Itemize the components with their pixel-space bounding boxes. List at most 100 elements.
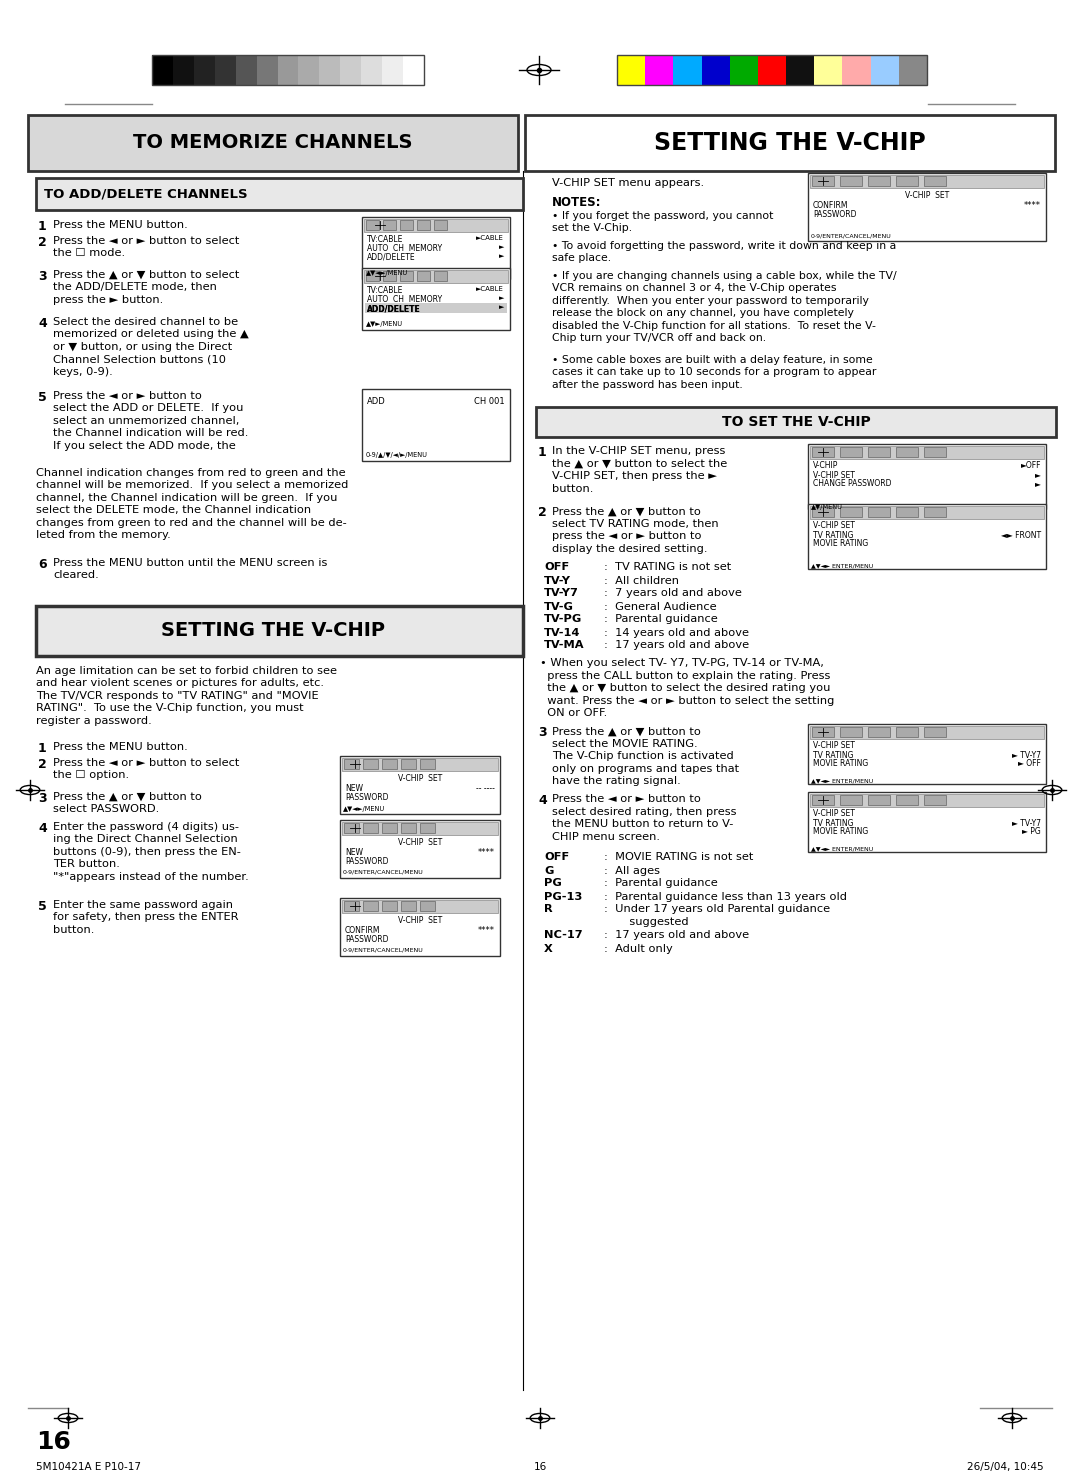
- Bar: [840, 176, 862, 186]
- Text: :  7 years old and above: : 7 years old and above: [604, 588, 742, 599]
- Bar: [812, 507, 834, 516]
- Text: 2: 2: [538, 507, 546, 519]
- Bar: [417, 220, 430, 231]
- Text: Press the MENU button.: Press the MENU button.: [53, 220, 188, 231]
- Bar: [382, 55, 403, 86]
- Text: • If you are changing channels using a cable box, while the TV/
VCR remains on c: • If you are changing channels using a c…: [552, 270, 896, 343]
- Bar: [924, 727, 946, 736]
- Bar: [28, 115, 518, 171]
- Bar: [896, 176, 918, 186]
- Text: MOVIE RATING: MOVIE RATING: [813, 760, 868, 769]
- Bar: [896, 727, 918, 736]
- Text: 3: 3: [38, 792, 46, 806]
- Text: • When you select TV- Y7, TV-PG, TV-14 or TV-MA,
  press the CALL button to expl: • When you select TV- Y7, TV-PG, TV-14 o…: [540, 659, 835, 718]
- Text: TV RATING: TV RATING: [813, 751, 853, 760]
- Bar: [842, 55, 870, 86]
- Bar: [814, 55, 842, 86]
- Bar: [401, 823, 416, 834]
- Text: 0-9/▲/▼/◄/►/MENU: 0-9/▲/▼/◄/►/MENU: [366, 452, 428, 458]
- Bar: [434, 220, 447, 231]
- Text: G: G: [544, 866, 553, 875]
- Text: ▲▼◄► ENTER/MENU: ▲▼◄► ENTER/MENU: [811, 563, 874, 569]
- Bar: [810, 794, 1044, 807]
- Bar: [812, 727, 834, 736]
- Text: V-CHIP SET: V-CHIP SET: [813, 810, 855, 819]
- Text: PG: PG: [544, 878, 562, 888]
- Text: Press the MENU button.: Press the MENU button.: [53, 742, 188, 752]
- Text: PASSWORD: PASSWORD: [345, 857, 389, 866]
- Bar: [361, 55, 382, 86]
- Bar: [525, 115, 1055, 171]
- Bar: [868, 727, 890, 736]
- Bar: [383, 220, 396, 231]
- Text: ►: ►: [499, 253, 504, 259]
- Text: TV:CABLE: TV:CABLE: [367, 287, 403, 296]
- Text: Press the ▲ or ▼ button to select
the ADD/DELETE mode, then
press the ► button.: Press the ▲ or ▼ button to select the AD…: [53, 270, 240, 304]
- Bar: [896, 446, 918, 457]
- Text: TO MEMORIZE CHANNELS: TO MEMORIZE CHANNELS: [133, 133, 413, 152]
- Text: ►: ►: [499, 304, 504, 310]
- Bar: [702, 55, 730, 86]
- Text: ► OFF: ► OFF: [1018, 760, 1041, 769]
- Text: X: X: [544, 943, 553, 953]
- Bar: [365, 303, 507, 313]
- Text: -- ----: -- ----: [476, 783, 495, 794]
- Text: ****: ****: [1024, 201, 1041, 210]
- Bar: [812, 446, 834, 457]
- Text: Enter the same password again
for safety, then press the ENTER
button.: Enter the same password again for safety…: [53, 900, 239, 934]
- Text: V-CHIP SET: V-CHIP SET: [813, 522, 855, 531]
- Text: CH 001: CH 001: [474, 398, 505, 406]
- Bar: [152, 55, 173, 86]
- Text: V-CHIP  SET: V-CHIP SET: [397, 774, 442, 783]
- Bar: [896, 795, 918, 804]
- Text: TO ADD/DELETE CHANNELS: TO ADD/DELETE CHANNELS: [44, 188, 247, 201]
- Bar: [342, 822, 498, 835]
- Bar: [924, 446, 946, 457]
- Bar: [420, 760, 435, 769]
- Text: ▲▼/MENU: ▲▼/MENU: [811, 504, 843, 510]
- Text: • Some cable boxes are built with a delay feature, in some
cases it can take up : • Some cable boxes are built with a dela…: [552, 355, 876, 390]
- Bar: [345, 760, 359, 769]
- Text: V-CHIP  SET: V-CHIP SET: [397, 838, 442, 847]
- Text: ▲▼◄► ENTER/MENU: ▲▼◄► ENTER/MENU: [811, 779, 874, 783]
- Text: 4: 4: [538, 795, 546, 807]
- Text: 5: 5: [38, 900, 46, 913]
- Bar: [899, 55, 927, 86]
- Text: ▲▼◄►/MENU: ▲▼◄►/MENU: [366, 270, 408, 276]
- Text: ****: ****: [478, 927, 495, 936]
- Text: ► PG: ► PG: [1023, 828, 1041, 837]
- Text: V-CHIP  SET: V-CHIP SET: [397, 916, 442, 925]
- Bar: [382, 823, 397, 834]
- Text: NEW: NEW: [345, 783, 363, 794]
- Bar: [152, 55, 424, 86]
- Bar: [366, 220, 379, 231]
- Text: TV-Y7: TV-Y7: [544, 588, 579, 599]
- Text: Press the ◄ or ► button to
select the ADD or DELETE.  If you
select an unmemoriz: Press the ◄ or ► button to select the AD…: [53, 392, 248, 451]
- Bar: [366, 270, 379, 281]
- Text: ADD: ADD: [367, 398, 386, 406]
- Text: ▲▼►/MENU: ▲▼►/MENU: [366, 321, 403, 327]
- Text: 0-9/ENTER/CANCEL/MENU: 0-9/ENTER/CANCEL/MENU: [343, 871, 423, 875]
- Bar: [363, 902, 378, 910]
- Bar: [868, 176, 890, 186]
- Text: NC-17: NC-17: [544, 931, 582, 940]
- Text: TV RATING: TV RATING: [813, 531, 853, 539]
- Bar: [420, 902, 435, 910]
- Bar: [434, 270, 447, 281]
- Text: :  17 years old and above: : 17 years old and above: [604, 931, 750, 940]
- Text: Press the ◄ or ► button to select
the ☐ option.: Press the ◄ or ► button to select the ☐ …: [53, 758, 240, 780]
- Text: TV-14: TV-14: [544, 628, 580, 637]
- Text: 4: 4: [38, 316, 46, 330]
- Text: ►: ►: [499, 244, 504, 250]
- Text: V-CHIP: V-CHIP: [813, 461, 838, 470]
- Text: SETTING THE V-CHIP: SETTING THE V-CHIP: [654, 132, 926, 155]
- Text: 26/5/04, 10:45: 26/5/04, 10:45: [968, 1462, 1044, 1472]
- Bar: [400, 220, 413, 231]
- Bar: [340, 757, 500, 814]
- Text: 5: 5: [38, 392, 46, 403]
- Text: V-CHIP SET: V-CHIP SET: [813, 470, 855, 479]
- Bar: [383, 270, 396, 281]
- Text: OFF: OFF: [544, 853, 569, 863]
- Bar: [868, 446, 890, 457]
- Bar: [257, 55, 278, 86]
